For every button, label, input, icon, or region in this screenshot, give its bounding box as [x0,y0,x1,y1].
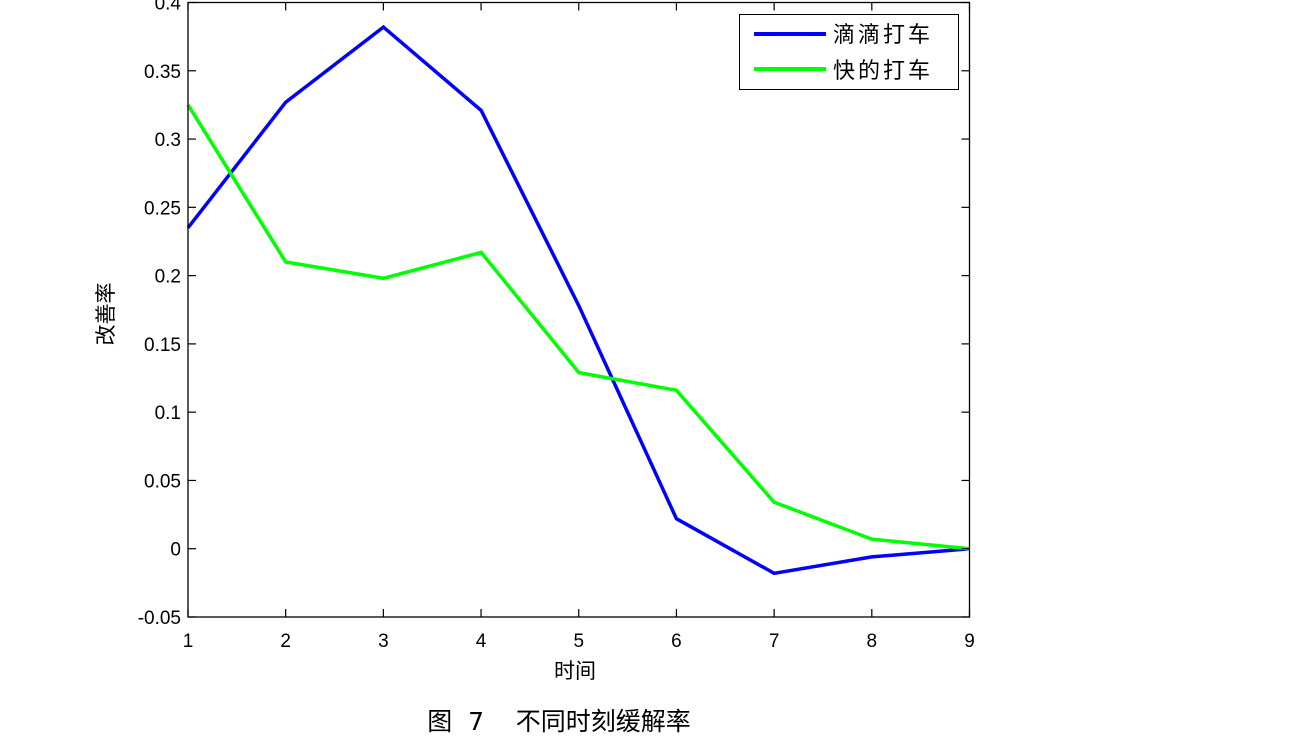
series-layer [186,24,970,576]
x-tick-label: 6 [671,631,682,652]
x-tick-label: 8 [867,631,878,652]
series-line-0 [186,24,970,576]
x-tick-label: 2 [280,631,291,652]
axes: 1 2 3 4 5 6 7 8 9 -0.05 0 0.05 0.1 0.15 0.2 0.25 0.3 0.35… [138,0,975,652]
line-chart: 1 2 3 4 5 6 7 8 9 -0.05 0 0.05 0.1 0.15 0.2 0.25 0.3 0.35… [94,0,975,683]
y-tick-label: 0.05 [144,471,181,492]
y-tick-label: 0.15 [144,335,181,356]
x-tick-label: 5 [573,631,584,652]
y-axis-label: 改善率 [94,283,118,346]
legend-box [739,14,959,90]
legend: 滴滴打车 快的打车 [739,14,959,90]
y-tick-label: 0.25 [144,198,181,219]
x-tick-label: 4 [476,631,487,652]
x-tick-label: 1 [183,631,194,652]
figure-caption: 图 7 不同时刻缓解率 [427,707,691,736]
x-tick-label: 9 [964,631,975,652]
y-tick-label: -0.05 [138,608,181,629]
x-axis-label: 时间 [554,659,596,683]
series-line-1 [186,103,970,551]
legend-label-didi: 滴滴打车 [833,23,933,48]
y-tick-label: 0.1 [155,403,181,424]
y-tick-label: 0.2 [155,267,181,288]
x-tick-label: 7 [769,631,780,652]
y-tick-label: 0.4 [155,0,182,15]
legend-label-kuaidi: 快的打车 [833,59,933,84]
y-tick-label: 0.35 [144,62,181,83]
x-tick-label: 3 [378,631,389,652]
y-tick-label: 0.3 [155,130,181,151]
y-tick-label: 0 [170,540,181,561]
